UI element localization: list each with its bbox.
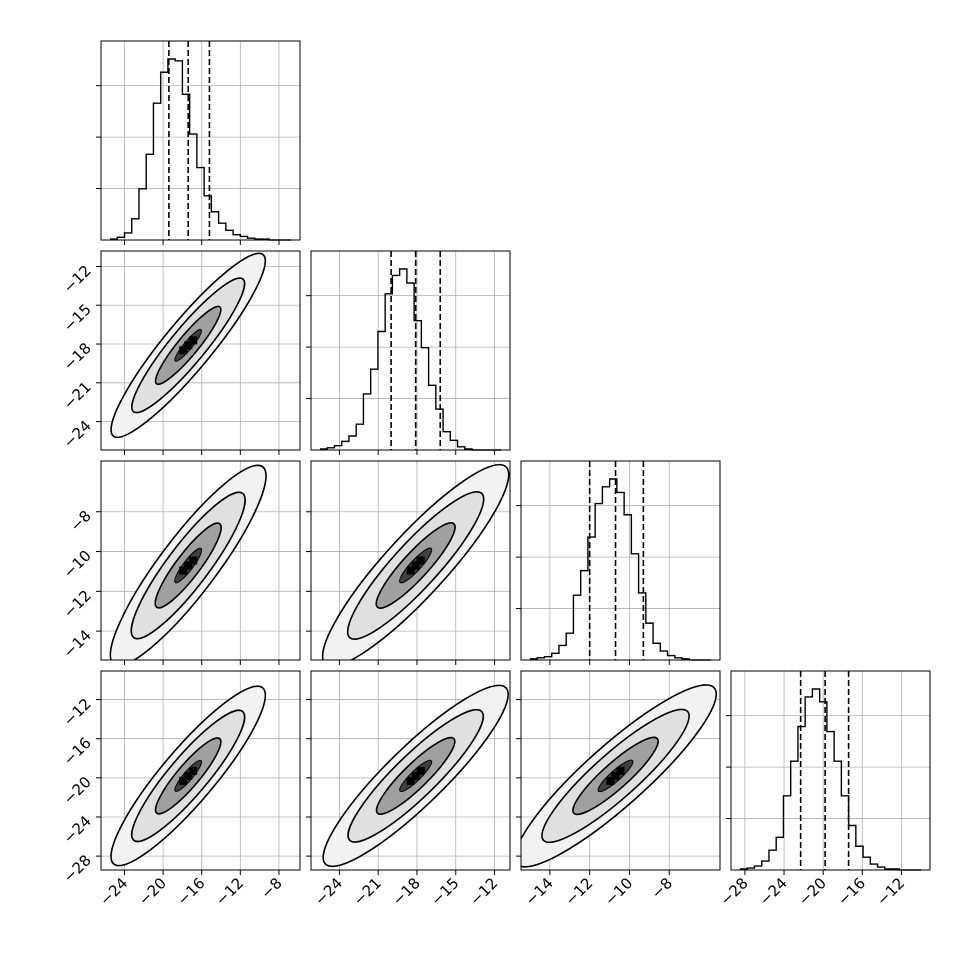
peak-bin — [606, 776, 615, 785]
peak-bin — [189, 766, 198, 775]
panel-frame — [100, 670, 301, 871]
x-tick-label: −16 — [173, 874, 208, 909]
histogram-panel-1 — [96, 40, 301, 241]
x-tick-label: −20 — [795, 874, 830, 909]
histogram-panel-2 — [306, 250, 511, 451]
peak-bin — [416, 766, 425, 775]
y-tick-label: −24 — [60, 812, 95, 847]
y-tick-label: −20 — [60, 773, 95, 808]
histogram-panel-4 — [726, 670, 931, 871]
sample-point — [92, 476, 94, 478]
peak-bin — [406, 776, 415, 785]
sample-point — [182, 392, 185, 395]
peak-bin — [416, 556, 425, 565]
y-tick-label: −12 — [60, 586, 95, 621]
panel-frame — [100, 40, 301, 241]
x-tick-label: −8 — [648, 874, 676, 902]
y-tick-label: −14 — [60, 626, 95, 661]
x-tick-label: −18 — [389, 874, 424, 909]
x-tick-label: −16 — [834, 874, 869, 909]
y-tick-label: −12 — [60, 262, 95, 297]
y-tick-label: −16 — [60, 734, 95, 769]
scatter-panel-4-2 — [310, 670, 511, 871]
x-tick-label: −10 — [601, 874, 636, 909]
sample-point — [121, 867, 123, 870]
y-tick-label: −10 — [60, 547, 95, 582]
sample-point — [391, 835, 394, 838]
panel-frame — [310, 670, 511, 871]
y-tick-label: −18 — [60, 339, 95, 374]
x-tick-label: −20 — [135, 874, 170, 909]
x-tick-label: −12 — [212, 874, 247, 909]
y-tick-label: −15 — [60, 300, 95, 335]
peak-bin — [179, 566, 188, 575]
panel-frame — [520, 460, 721, 661]
peak-bin — [179, 776, 188, 785]
scatter-panel-4-1 — [100, 670, 301, 871]
sample-point — [507, 704, 509, 707]
sample-point — [274, 244, 276, 246]
peak-bin — [411, 561, 420, 570]
panel-frame — [310, 460, 511, 661]
histogram-steps — [530, 478, 711, 661]
x-tick-label: −28 — [717, 874, 752, 909]
peak-bin — [184, 771, 193, 780]
x-tick-label: −12 — [873, 874, 908, 909]
panel-frame — [100, 460, 301, 661]
scatter-panel-4-3 — [520, 670, 721, 871]
peak-bin — [406, 566, 415, 575]
y-tick-label: −12 — [60, 695, 95, 730]
x-tick-label: −12 — [466, 874, 501, 909]
x-tick-label: −15 — [427, 874, 462, 909]
y-tick-label: −21 — [60, 378, 95, 413]
scatter-panel-2-1 — [92, 244, 301, 478]
y-tick-label: −28 — [60, 851, 95, 886]
peak-bin — [189, 556, 198, 565]
peak-bin — [184, 561, 193, 570]
peak-bin — [616, 766, 625, 775]
panel-frame — [310, 250, 511, 451]
peak-bin — [411, 771, 420, 780]
peak-bin — [189, 336, 198, 345]
peak-bin — [611, 771, 620, 780]
sample-point — [666, 777, 669, 780]
x-tick-label: −8 — [257, 874, 285, 902]
scatter-panel-3-1 — [100, 460, 301, 661]
histogram-panel-3 — [516, 460, 721, 661]
peak-bin — [184, 341, 193, 350]
y-tick-label: −24 — [60, 417, 95, 452]
x-tick-label: −24 — [311, 874, 346, 909]
x-tick-label: −14 — [522, 874, 557, 909]
x-tick-label: −12 — [561, 874, 596, 909]
scatter-panel-3-2 — [310, 460, 511, 661]
x-tick-label: −24 — [96, 874, 131, 909]
panel-frame — [520, 670, 721, 871]
histogram-steps — [320, 268, 501, 451]
y-tick-label: −8 — [66, 507, 94, 535]
panel-frame — [100, 250, 301, 451]
panel-frame — [730, 670, 931, 871]
histogram-steps — [110, 58, 291, 241]
histogram-steps — [740, 688, 921, 871]
peak-bin — [179, 346, 188, 355]
x-tick-label: −21 — [350, 874, 385, 909]
x-tick-label: −24 — [756, 874, 791, 909]
